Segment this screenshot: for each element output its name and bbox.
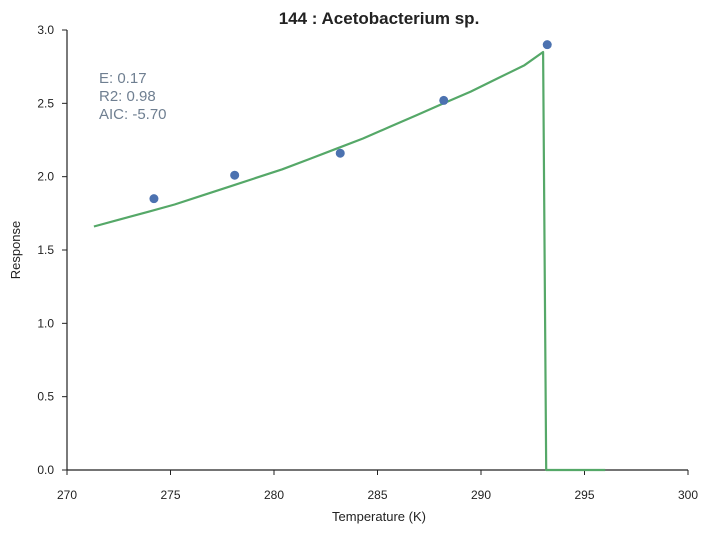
ticks: 270 275 280 285 290 295 300 0.0 0.5 1.0 1.5 2.0 2.5 3… [37, 23, 698, 502]
y-tick-label: 2.5 [37, 96, 54, 110]
annotation-line: R2: 0.98 [99, 88, 156, 105]
data-point [230, 170, 240, 180]
annotation-line: E: 0.17 [99, 70, 147, 87]
data-point [542, 40, 552, 50]
y-axis-label: Response [8, 221, 23, 280]
x-tick-label: 270 [57, 488, 77, 502]
data-point [335, 148, 345, 158]
x-tick-label: 280 [264, 488, 284, 502]
y-tick-label: 2.0 [37, 170, 54, 184]
y-tick-label: 1.0 [37, 316, 54, 330]
data-point [149, 194, 159, 204]
y-tick-label: 3.0 [37, 23, 54, 37]
data-point [439, 95, 449, 105]
x-tick-label: 300 [678, 488, 698, 502]
y-tick-label: 1.5 [37, 243, 54, 257]
chart-title: 144 : Acetobacterium sp. [279, 9, 480, 28]
x-tick-label: 290 [471, 488, 491, 502]
x-tick-label: 295 [574, 488, 594, 502]
annotation-line: AIC: -5.70 [99, 106, 167, 123]
y-tick-label: 0.0 [37, 463, 54, 477]
y-tick-label: 0.5 [37, 390, 54, 404]
x-tick-label: 285 [367, 488, 387, 502]
x-axis-label: Temperature (K) [332, 509, 426, 524]
marks [93, 40, 606, 472]
x-tick-label: 275 [160, 488, 180, 502]
fit-curve-line [93, 50, 606, 472]
axes [66, 30, 688, 471]
